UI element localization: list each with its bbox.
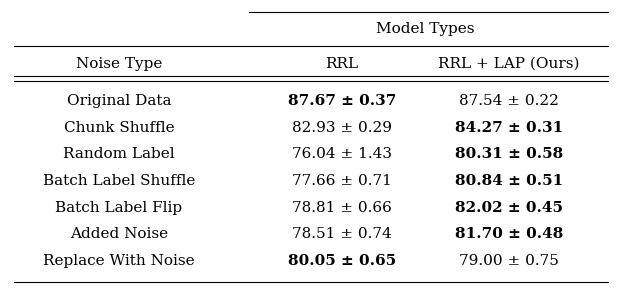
Text: Replace With Noise: Replace With Noise [43,254,195,268]
Text: RRL: RRL [325,57,358,71]
Text: RRL + LAP (Ours): RRL + LAP (Ours) [439,57,580,71]
Text: 79.00 ± 0.75: 79.00 ± 0.75 [459,254,559,268]
Text: 80.31 ± 0.58: 80.31 ± 0.58 [455,147,564,161]
Text: 87.54 ± 0.22: 87.54 ± 0.22 [459,94,559,108]
Text: 78.51 ± 0.74: 78.51 ± 0.74 [292,227,392,241]
Text: Added Noise: Added Noise [70,227,168,241]
Text: 80.05 ± 0.65: 80.05 ± 0.65 [288,254,396,268]
Text: Original Data: Original Data [67,94,171,108]
Text: Chunk Shuffle: Chunk Shuffle [63,121,174,135]
Text: Random Label: Random Label [63,147,175,161]
Text: Model Types: Model Types [376,22,475,36]
Text: 82.93 ± 0.29: 82.93 ± 0.29 [292,121,392,135]
Text: 80.84 ± 0.51: 80.84 ± 0.51 [455,174,564,188]
Text: Batch Label Flip: Batch Label Flip [55,201,183,215]
Text: 77.66 ± 0.71: 77.66 ± 0.71 [292,174,392,188]
Text: Noise Type: Noise Type [76,57,162,71]
Text: 84.27 ± 0.31: 84.27 ± 0.31 [455,121,564,135]
Text: 82.02 ± 0.45: 82.02 ± 0.45 [455,201,563,215]
Text: 78.81 ± 0.66: 78.81 ± 0.66 [292,201,392,215]
Text: Batch Label Shuffle: Batch Label Shuffle [43,174,195,188]
Text: 87.67 ± 0.37: 87.67 ± 0.37 [288,94,396,108]
Text: 76.04 ± 1.43: 76.04 ± 1.43 [292,147,392,161]
Text: 81.70 ± 0.48: 81.70 ± 0.48 [455,227,564,241]
